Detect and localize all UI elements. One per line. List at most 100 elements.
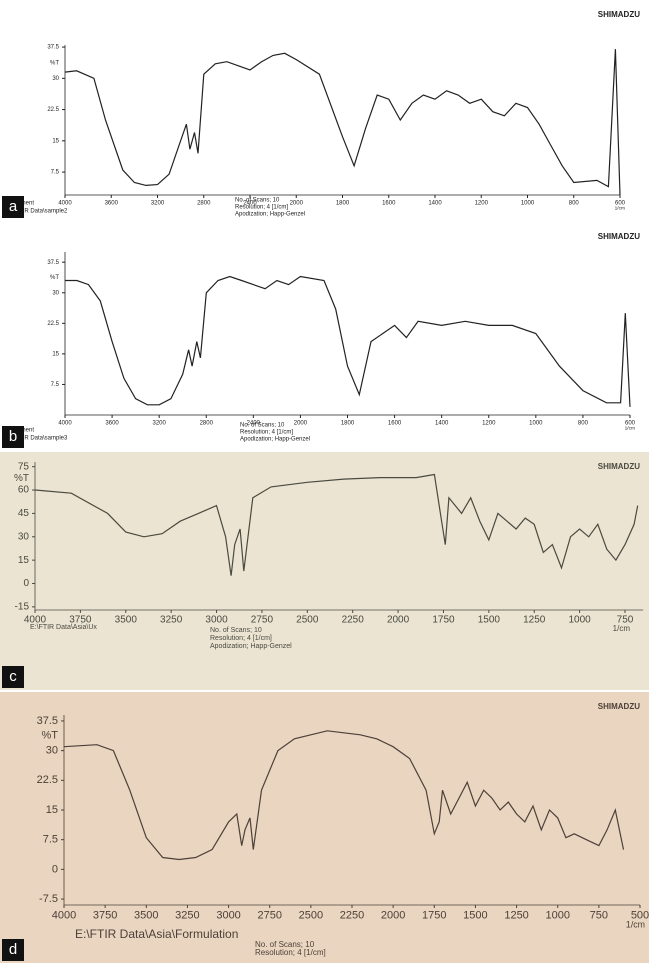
x-tick-label: 4000 (58, 421, 72, 427)
x-tick-label: 1500 (478, 615, 501, 626)
panel-label-box (2, 426, 24, 448)
x-tick-label: 2750 (251, 615, 274, 626)
x-tick-label: 800 (569, 201, 580, 207)
x-tick-label: 1400 (428, 201, 442, 207)
y-tick-label: 15 (52, 138, 59, 144)
x-tick-label: 1800 (341, 421, 355, 427)
y-tick-label: 22.5 (47, 321, 59, 327)
y-tick-label: 37.5 (37, 715, 58, 727)
x-unit: 1/cm (615, 206, 625, 212)
x-tick-label: 2250 (342, 615, 365, 626)
footer-text: Apodization; Happ-Genzel (235, 212, 305, 218)
x-tick-label: 750 (617, 615, 634, 626)
x-tick-label: 1250 (504, 909, 528, 921)
x-tick-label: 4000 (58, 201, 72, 207)
spectrum-line (64, 49, 621, 196)
spectrum-line (63, 730, 625, 861)
x-tick-label: 1500 (463, 909, 487, 921)
x-tick-label: 3200 (151, 201, 165, 207)
y-tick-label: 75 (18, 461, 30, 472)
x-tick-label: 2800 (197, 201, 211, 207)
x-tick-label: 3600 (105, 201, 119, 207)
footer-text: Resolution; 4 [1/cm] (255, 948, 326, 957)
y-tick-label: -7.5 (39, 893, 58, 905)
panel-background (0, 452, 649, 690)
footer-text: Resolution; 4 [1/cm] (235, 205, 288, 211)
panel-label: c (9, 668, 17, 685)
x-tick-label: 3250 (160, 615, 183, 626)
y-tick-label: 7.5 (51, 382, 60, 388)
footer-text: E:\FTIR Data\Asia\Ux (30, 624, 97, 631)
x-unit: 1/cm (613, 624, 631, 633)
y-tick-label: 30 (52, 76, 59, 82)
x-tick-label: 2000 (290, 201, 304, 207)
y-tick-label: 15 (18, 555, 30, 566)
panel-label: d (9, 941, 17, 958)
x-tick-label: 2500 (299, 909, 323, 921)
x-tick-label: 3600 (105, 421, 119, 427)
y-tick-label: 22.5 (47, 107, 59, 113)
x-tick-label: 1400 (435, 421, 449, 427)
panel-label-box (2, 666, 24, 688)
x-tick-label: 1200 (482, 421, 496, 427)
brand: SHIMADZU (598, 232, 640, 241)
x-tick-label: 3250 (175, 909, 199, 921)
x-tick-label: 750 (590, 909, 608, 921)
x-tick-label: 2400 (247, 421, 261, 427)
x-tick-label: 2800 (200, 421, 214, 427)
footer-text: E:\FTIR Data\sample3 (8, 436, 68, 442)
panel-label-box (2, 196, 24, 218)
y-tick-label: 0 (23, 578, 29, 589)
spectrum-line (65, 275, 631, 407)
y-tick-label: 7.5 (43, 834, 58, 846)
y-tick-label: 30 (46, 745, 58, 757)
x-tick-label: 2000 (381, 909, 405, 921)
footer-text: Resolution; 4 [1/cm] (240, 430, 293, 436)
y-tick-label: 15 (46, 804, 58, 816)
x-tick-label: 3500 (134, 909, 158, 921)
footer-text: No. of Scans; 10 (255, 940, 315, 949)
x-tick-label: 1000 (545, 909, 569, 921)
x-tick-label: 1000 (521, 201, 535, 207)
x-tick-label: 1750 (432, 615, 455, 626)
x-tick-label: 1000 (568, 615, 591, 626)
x-tick-label: 3200 (152, 421, 166, 427)
x-tick-label: 600 (625, 421, 636, 427)
x-tick-label: 3000 (216, 909, 240, 921)
x-tick-label: 3750 (69, 615, 92, 626)
x-unit: 1/cm (626, 920, 645, 930)
x-tick-label: 1600 (388, 421, 402, 427)
x-tick-label: 4000 (52, 909, 76, 921)
spectrum-line (34, 473, 639, 576)
panel-label: b (9, 428, 17, 445)
x-tick-label: 2400 (243, 201, 257, 207)
x-tick-label: 600 (615, 201, 626, 207)
y-unit: %T (14, 473, 29, 484)
x-tick-label: 3750 (93, 909, 117, 921)
x-tick-label: 1200 (475, 201, 489, 207)
brand: SHIMADZU (598, 10, 640, 19)
brand: SHIMADZU (598, 462, 640, 471)
y-tick-label: 30 (52, 290, 59, 296)
y-tick-label: 22.5 (37, 774, 58, 786)
x-tick-label: 4000 (24, 615, 47, 626)
x-tick-label: 3500 (115, 615, 138, 626)
y-tick-label: 60 (18, 485, 30, 496)
x-tick-label: 1750 (422, 909, 446, 921)
brand: SHIMADZU (598, 702, 640, 711)
y-tick-label: 15 (52, 351, 59, 357)
y-tick-label: 30 (18, 531, 30, 542)
y-tick-label: 7.5 (51, 170, 60, 176)
y-unit: %T (50, 60, 59, 66)
footer-text: Resolution; 4 [1/cm] (210, 635, 272, 642)
footer-text: No. of Scans; 10 (240, 423, 285, 429)
footer-text: E:\FTIR Data\sample2 (8, 209, 68, 215)
panel-label-box (2, 939, 24, 961)
y-tick-label: 37.5 (47, 260, 59, 266)
y-unit: %T (50, 275, 59, 281)
x-tick-label: 1000 (529, 421, 543, 427)
panel-background (0, 222, 649, 450)
footer-text: No. of Scans; 10 (210, 627, 262, 634)
